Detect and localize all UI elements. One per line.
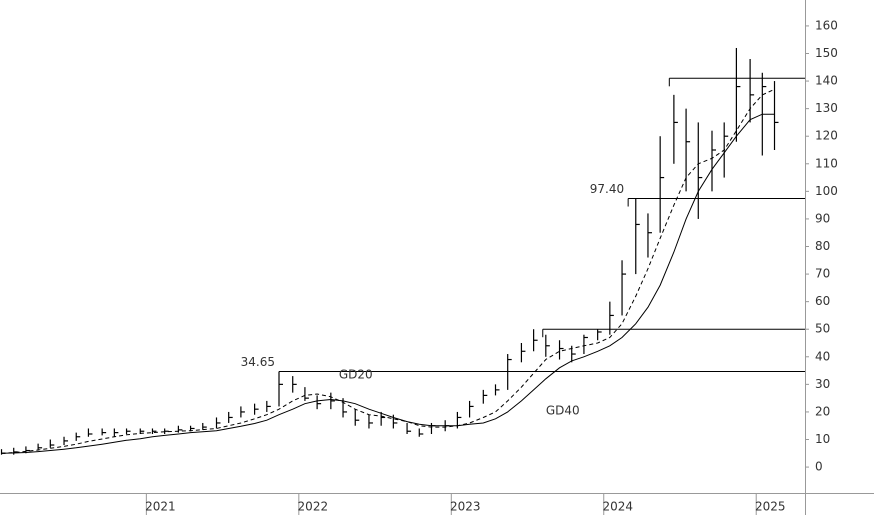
y-tick-label: 140 [815, 74, 838, 88]
y-tick-label: 50 [815, 322, 830, 336]
y-tick-label: 130 [815, 101, 838, 115]
y-tick-label: 0 [815, 460, 823, 474]
y-tick-label: 10 [815, 432, 830, 446]
y-tick-label: 70 [815, 267, 830, 281]
x-tick-label: 2022 [298, 500, 329, 514]
level-label: 34.65 [241, 355, 275, 369]
y-tick-label: 40 [815, 349, 830, 363]
y-tick-label: 90 [815, 211, 830, 225]
series-label: GD40 [546, 403, 580, 417]
y-tick-label: 150 [815, 46, 838, 60]
y-tick-label: 100 [815, 184, 838, 198]
x-tick-label: 2023 [450, 500, 481, 514]
y-tick-label: 60 [815, 294, 830, 308]
x-tick-label: 2021 [145, 500, 176, 514]
y-tick-label: 80 [815, 239, 830, 253]
moving-average [1, 88, 775, 454]
level-label: 97.40 [590, 182, 624, 196]
moving-average [1, 113, 775, 454]
y-tick-label: 110 [815, 156, 838, 170]
y-tick-label: 20 [815, 404, 830, 418]
x-tick-label: 2025 [755, 500, 786, 514]
y-tick-label: 120 [815, 129, 838, 143]
y-tick-label: 30 [815, 377, 830, 391]
y-tick-label: 160 [815, 18, 838, 32]
x-tick-label: 2024 [602, 500, 633, 514]
series-label: GD20 [339, 367, 373, 381]
